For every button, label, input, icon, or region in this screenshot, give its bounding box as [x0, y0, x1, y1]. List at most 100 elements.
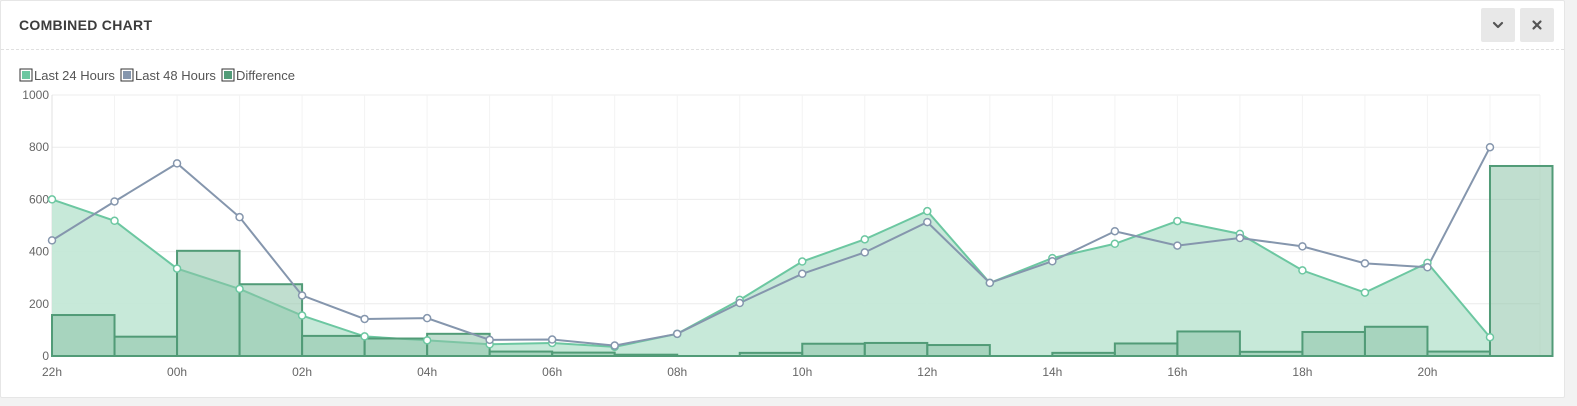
- last-24-hours-point: [360, 332, 369, 341]
- last-48-hours-point: [735, 298, 744, 308]
- difference-bar: [926, 344, 991, 357]
- last-48-hours-point: [1423, 263, 1432, 272]
- last-48-hours-point: [860, 248, 870, 257]
- last-48-hours-point: [235, 212, 244, 222]
- last-48-hours-point: [1110, 226, 1120, 236]
- difference-bar: [1051, 351, 1116, 358]
- last-24-hours-point: [1485, 332, 1495, 342]
- difference-bar: [863, 341, 929, 358]
- y-tick-label: 1000: [22, 88, 49, 102]
- legend-item-last-48-hours[interactable]: Last 48 Hours: [120, 68, 216, 83]
- legend-label: Last 48 Hours: [135, 68, 216, 83]
- combined-chart: Last 24 Hours Last 48 Hours Difference 0 20…: [19, 68, 1554, 379]
- collapse-button[interactable]: [1481, 8, 1515, 42]
- difference-bar: [301, 334, 366, 358]
- last-48-hours-point: [1173, 241, 1182, 250]
- last-48-hours-point: [1298, 242, 1307, 251]
- x-tick-label: 14h: [1042, 365, 1062, 379]
- last-48-hours-point: [923, 217, 932, 227]
- y-tick-label: 0: [42, 349, 49, 363]
- y-axis: 0 200 400 600 800 1000: [22, 88, 49, 363]
- difference-bar: [1238, 350, 1304, 358]
- legend-label: Last 24 Hours: [34, 68, 115, 83]
- legend-swatch-fill: [22, 71, 30, 79]
- x-tick-label: 10h: [792, 365, 812, 379]
- legend-label: Difference: [236, 68, 295, 83]
- last-48-hours-point: [798, 269, 807, 279]
- last-24-hours-point: [798, 257, 807, 266]
- x-tick-label: 08h: [667, 365, 687, 379]
- last-48-hours-point: [110, 197, 119, 206]
- x-tick-label: 02h: [292, 365, 312, 379]
- last-24-hours-point: [1298, 266, 1307, 275]
- last-48-hours-point: [297, 291, 307, 300]
- x-tick-label: 12h: [917, 365, 937, 379]
- difference-bar: [738, 351, 804, 358]
- last-24-hours-point: [110, 216, 119, 226]
- chevron-down-icon: [1492, 21, 1504, 29]
- x-tick-label: 22h: [42, 365, 62, 379]
- last-24-hours-point: [47, 195, 57, 204]
- panel-header: COMBINED CHART: [1, 1, 1564, 50]
- last-24-hours-point: [297, 311, 307, 320]
- last-48-hours-point: [985, 278, 995, 288]
- last-48-hours-point: [360, 314, 369, 324]
- legend-item-difference[interactable]: Difference: [221, 68, 295, 83]
- close-icon: [1532, 20, 1542, 30]
- last-24-hours-point: [422, 336, 432, 345]
- difference-bar: [1488, 164, 1554, 357]
- y-tick-label: 800: [29, 140, 49, 154]
- y-tick-label: 400: [29, 245, 49, 259]
- x-tick-label: 04h: [417, 365, 437, 379]
- last-48-hours-line-path: [51, 146, 1491, 347]
- difference-bar: [801, 342, 866, 358]
- difference-bar: [1176, 330, 1241, 358]
- difference-bar: [176, 249, 241, 357]
- legend-item-last-24-hours[interactable]: Last 24 Hours: [19, 68, 115, 83]
- last-24-hours-point: [923, 206, 932, 216]
- difference-bar: [363, 337, 429, 357]
- x-axis: 22h 00h 02h 04h 06h 08h 10h 12h 14h 16h 18h 20h: [42, 365, 1437, 379]
- difference-bar: [113, 335, 179, 358]
- chart-area: Last 24 Hours Last 48 Hours Difference 0 20…: [1, 51, 1564, 397]
- difference-bar: [1363, 325, 1429, 358]
- y-tick-label: 200: [29, 297, 49, 311]
- last-48-hours-point: [1048, 257, 1057, 266]
- y-tick-label: 600: [29, 192, 49, 206]
- last-48-hours-point: [1235, 233, 1245, 243]
- last-48-hours-point: [172, 159, 182, 168]
- last-24-hours-point: [1110, 239, 1120, 249]
- x-tick-label: 20h: [1417, 365, 1437, 379]
- x-tick-label: 00h: [167, 365, 187, 379]
- difference-bar: [1301, 330, 1366, 358]
- last-48-hours-point: [1360, 259, 1370, 268]
- last-24-hours-point: [860, 235, 870, 244]
- last-48-hours-point: [672, 329, 682, 339]
- last-24-hours-point: [172, 264, 182, 273]
- last-48-hours-point: [547, 335, 557, 344]
- panel-title: COMBINED CHART: [19, 17, 153, 33]
- last-48-hours-point: [1485, 142, 1495, 152]
- last-48-hours-point: [47, 236, 57, 245]
- chart-points: [47, 142, 1495, 352]
- difference-bar: [238, 283, 304, 358]
- combined-chart-panel: COMBINED CHART Last 24 Hours Last 48 Hour…: [0, 0, 1565, 398]
- last-48-hours-point: [610, 341, 619, 350]
- x-tick-label: 06h: [542, 365, 562, 379]
- close-button[interactable]: [1520, 8, 1554, 42]
- difference-bar: [1113, 342, 1179, 357]
- difference-bar: [488, 350, 554, 357]
- difference-bar: [51, 314, 116, 358]
- x-tick-label: 16h: [1167, 365, 1187, 379]
- difference-bar: [613, 353, 679, 358]
- chart-legend: Last 24 Hours Last 48 Hours Difference: [19, 68, 295, 83]
- difference-bar: [1426, 350, 1491, 357]
- last-24-hours-point: [1360, 288, 1370, 297]
- x-tick-label: 18h: [1292, 365, 1312, 379]
- last-48-hours-point: [422, 313, 432, 323]
- last-24-hours-point: [1173, 216, 1182, 226]
- legend-swatch-fill: [123, 71, 131, 79]
- difference-bars: [51, 164, 1554, 358]
- difference-bar: [551, 351, 616, 357]
- last-48-hours-point: [485, 335, 494, 345]
